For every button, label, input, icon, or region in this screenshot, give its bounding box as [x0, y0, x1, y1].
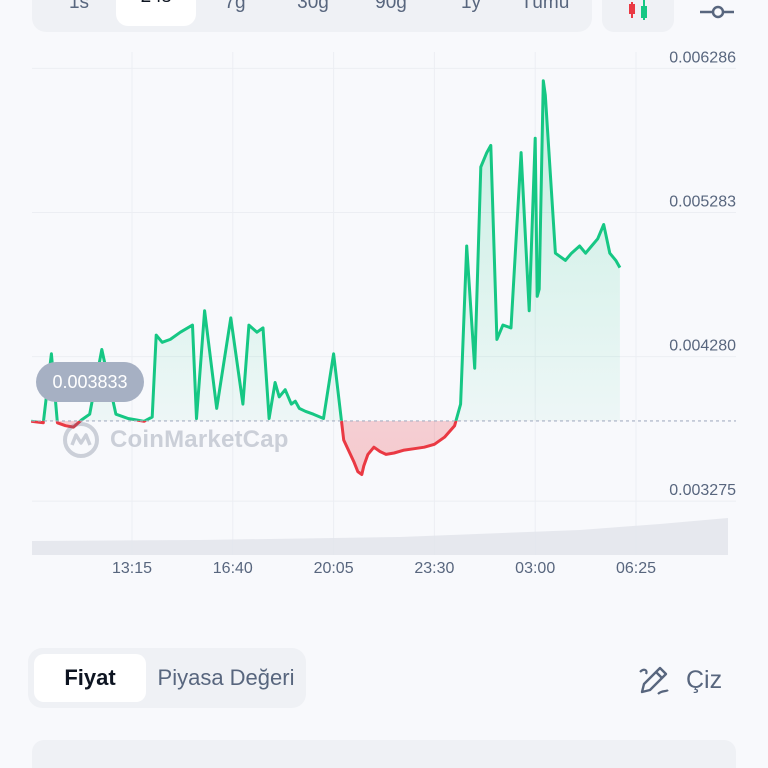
watermark-text: CoinMarketCap: [110, 426, 289, 453]
baseline-price-tag: 0.003833: [36, 362, 144, 402]
price-line: [31, 79, 622, 476]
y-tick-label: 0.003275: [669, 482, 736, 499]
x-tick-label: 20:05: [314, 560, 354, 577]
price-chart[interactable]: 0.006286 0.005283 0.004280 0.003275 13:15 16…: [0, 0, 768, 610]
x-tick-label: 06:25: [616, 560, 656, 577]
x-axis-labels: 13:15 16:40 20:05 23:30 03:00 06:25: [112, 560, 656, 577]
x-tick-label: 16:40: [213, 560, 253, 577]
price-line-down: [31, 420, 458, 476]
candlestick-chart-button[interactable]: [602, 0, 674, 32]
tab-1y[interactable]: 1y: [460, 0, 482, 13]
chart-mode-switch: Fiyat Piyasa Değeri: [28, 648, 306, 708]
tab-market-cap[interactable]: Piyasa Değeri: [157, 665, 295, 690]
y-tick-label: 0.005283: [669, 194, 736, 211]
draw-label: Çiz: [686, 665, 723, 694]
tab-tumu[interactable]: Tümü: [520, 0, 570, 13]
tab-7g[interactable]: 7g: [224, 0, 246, 13]
volume-area: [32, 518, 728, 555]
coinmarketcap-watermark: CoinMarketCap: [62, 420, 289, 460]
time-range-tabs: 1s 24s 7g 30g 90g 1y Tümü: [32, 0, 592, 32]
x-tick-label: 13:15: [112, 560, 152, 577]
chart-grid: [32, 52, 736, 555]
x-tick-label: 03:00: [515, 560, 555, 577]
slider-settings-icon: [700, 5, 734, 19]
tab-30g[interactable]: 30g: [297, 0, 329, 13]
y-tick-label: 0.004280: [669, 338, 736, 355]
draw-button[interactable]: Çiz: [634, 656, 722, 704]
chart-settings-button[interactable]: [690, 0, 750, 32]
x-tick-label: 23:30: [414, 560, 454, 577]
price-line-up: [31, 79, 622, 421]
y-axis-labels: 0.006286 0.005283 0.004280 0.003275: [669, 49, 736, 499]
candlestick-icon: [629, 0, 647, 20]
stats-card-cropped: [32, 740, 736, 768]
tab-24s[interactable]: 24s: [116, 0, 196, 26]
tab-price[interactable]: Fiyat: [34, 654, 146, 702]
tab-90g[interactable]: 90g: [375, 0, 407, 13]
tab-1s[interactable]: 1s: [68, 0, 90, 13]
volume-bars: [32, 518, 728, 555]
y-tick-label: 0.006286: [669, 49, 736, 66]
pencil-draw-icon: [639, 666, 669, 695]
coinmarketcap-logo-icon: [63, 422, 99, 458]
